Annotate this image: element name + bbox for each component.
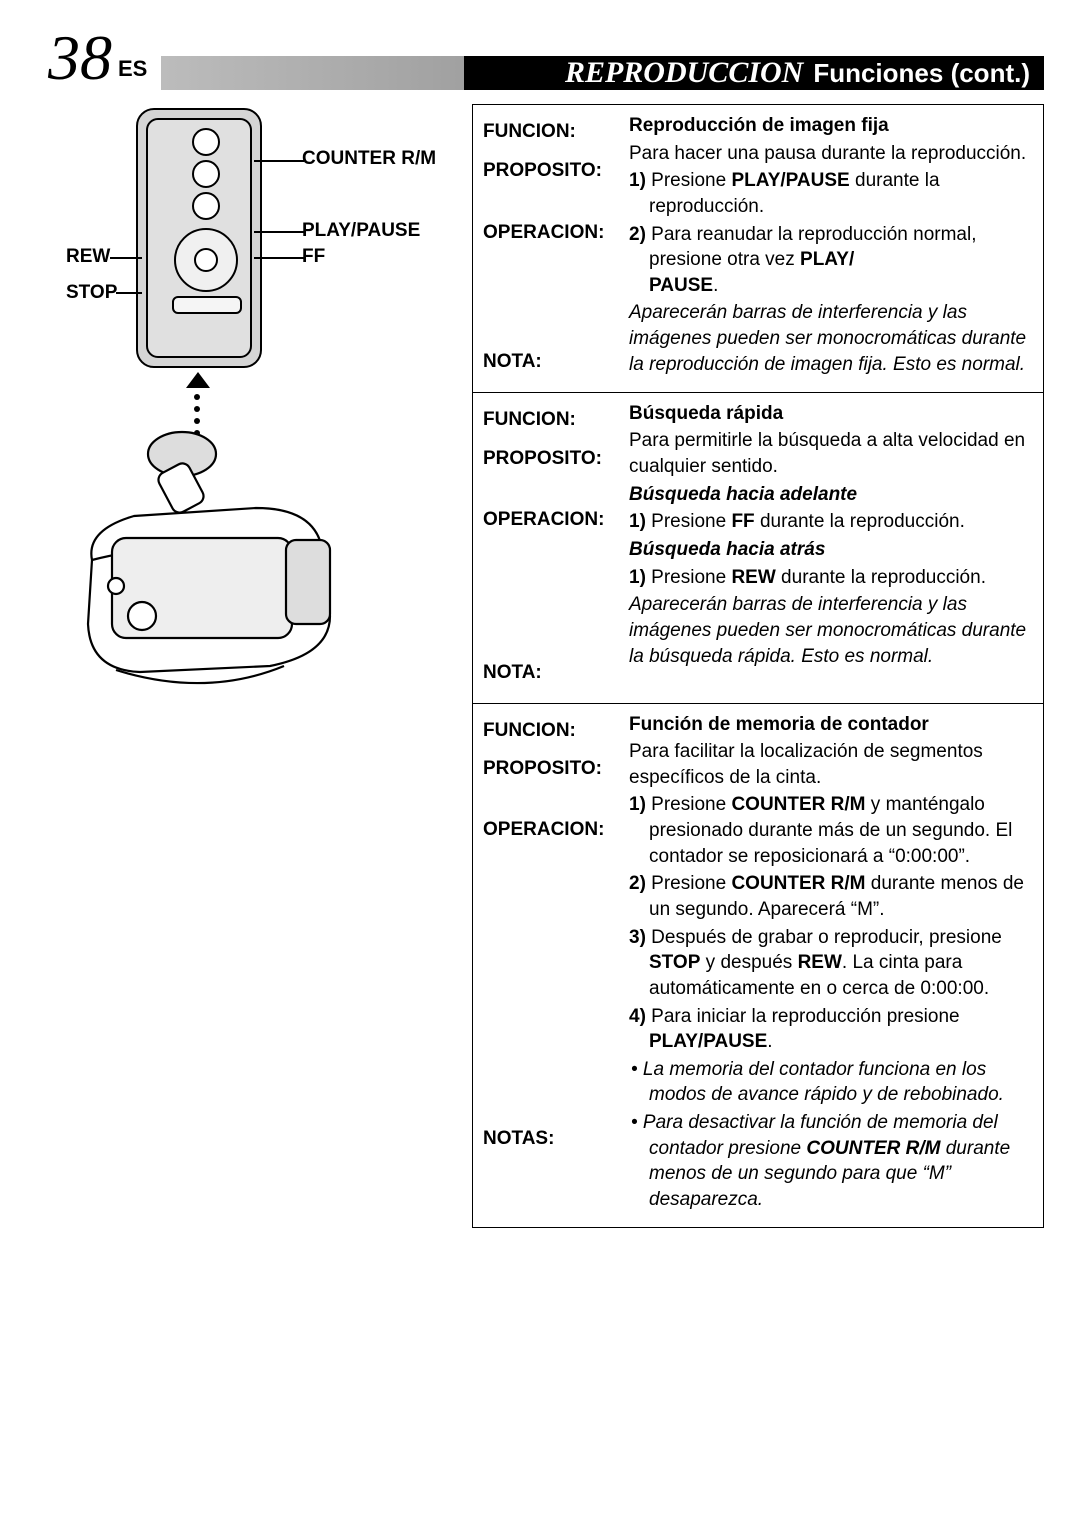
page-header: 38 ES REPRODUCCION Funciones (cont.) [48,30,1044,90]
left-illustration-column: COUNTER R/M PLAY/PAUSE FF REW STOP [48,104,444,1228]
operacion-step: 1) Presione REW durante la reproducción. [629,565,1029,591]
header-title-wrap: REPRODUCCION Funciones (cont.) [153,56,1044,90]
operacion-step: 2) Presione COUNTER R/M durante menos de… [629,871,1029,922]
label-rew: REW [66,246,110,268]
funcion-title: Función de memoria de contador [629,712,1029,738]
header-gradient: REPRODUCCION Funciones (cont.) [161,56,1044,90]
page-number: 38 [48,26,112,90]
manual-page: 38 ES REPRODUCCION Funciones (cont.) [0,0,1080,1533]
label-nota: NOTA: [483,654,621,693]
table-row: FUNCION: PROPOSITO: OPERACION: NOTAS: Fu… [473,704,1043,1227]
remote-emitter-icon [186,372,210,388]
label-counter: COUNTER R/M [302,148,436,170]
header-title-italic: REPRODUCCION [565,56,803,90]
label-operacion: OPERACION: [483,811,621,850]
camcorder-diagram [48,420,444,740]
operacion-step: 1) Presione FF durante la reproducción. [629,509,1029,535]
remote-button-icon [192,160,220,188]
table-row: FUNCION: PROPOSITO: OPERACION: NOTA: Rep… [473,105,1043,393]
page-lang: ES [118,56,147,82]
label-funcion: FUNCION: [483,113,621,152]
operacion-step: 1) Presione COUNTER R/M y manténgalo pre… [629,792,1029,869]
label-stop: STOP [66,282,117,304]
remote-bar-icon [172,296,242,314]
label-operacion: OPERACION: [483,501,621,540]
remote-diagram: COUNTER R/M PLAY/PAUSE FF REW STOP [48,104,444,384]
funcion-title: Búsqueda rápida [629,401,1029,427]
label-proposito: PROPOSITO: [483,440,621,479]
nota-text: Aparecerán barras de interferencia y las… [629,300,1029,377]
operacion-step: 3) Después de grabar o reproducir, presi… [629,925,1029,1002]
proposito-text: Para permitirle la búsqueda a alta veloc… [629,428,1029,479]
label-notas: NOTAS: [483,1120,621,1159]
label-play-pause: PLAY/PAUSE [302,220,420,242]
label-nota: NOTA: [483,343,621,382]
functions-table: FUNCION: PROPOSITO: OPERACION: NOTA: Rep… [472,104,1044,1228]
operacion-subtitle: Búsqueda hacia adelante [629,482,1029,508]
label-funcion: FUNCION: [483,712,621,751]
label-proposito: PROPOSITO: [483,152,621,191]
camcorder-icon [56,420,376,720]
operacion-step: 1) Presione PLAY/PAUSE durante la reprod… [629,168,1029,219]
proposito-text: Para facilitar la localización de segmen… [629,739,1029,790]
header-title-rest: Funciones (cont.) [813,58,1030,89]
label-funcion: FUNCION: [483,401,621,440]
label-operacion: OPERACION: [483,214,621,253]
nota-bullet: • Para desactivar la función de memoria … [629,1110,1029,1213]
operacion-step: 2) Para reanudar la reproducción normal,… [629,222,1029,299]
remote-button-icon [192,192,220,220]
operacion-step: 4) Para iniciar la reproducción presione… [629,1004,1029,1055]
operacion-subtitle: Búsqueda hacia atrás [629,537,1029,563]
remote-button-icon [192,128,220,156]
remote-dpad-icon [174,228,238,292]
table-row: FUNCION: PROPOSITO: OPERACION: NOTA: Bús… [473,393,1043,704]
nota-bullet: • La memoria del contador funciona en lo… [629,1057,1029,1108]
label-ff: FF [302,246,325,268]
funcion-title: Reproducción de imagen fija [629,113,1029,139]
nota-text: Aparecerán barras de interferencia y las… [629,592,1029,669]
proposito-text: Para hacer una pausa durante la reproduc… [629,141,1029,167]
label-proposito: PROPOSITO: [483,750,621,789]
